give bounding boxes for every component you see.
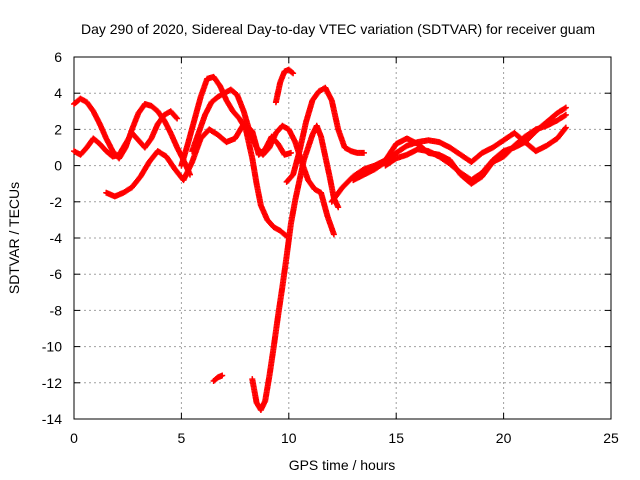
- data-point: [330, 231, 337, 238]
- data-point: [562, 124, 569, 131]
- data-points: [71, 66, 569, 413]
- x-tick-label: 20: [496, 430, 512, 446]
- y-tick-label: -4: [50, 230, 63, 246]
- data-point: [289, 69, 296, 76]
- data-point: [290, 70, 297, 77]
- x-axis-label: GPS time / hours: [289, 457, 396, 473]
- y-axis: -14 -12 -10 -8 -6 -4 -2 0 2 4 6: [42, 49, 611, 427]
- y-axis-label: SDTVAR / TECUs: [6, 182, 22, 294]
- series-track-8: [272, 66, 297, 106]
- series-track-6: [210, 372, 226, 384]
- data-point: [360, 149, 367, 156]
- y-tick-label: 6: [54, 49, 62, 65]
- series-track-2: [71, 108, 181, 160]
- y-tick-label: 4: [54, 85, 62, 101]
- y-tick-label: -8: [50, 302, 63, 318]
- y-tick-label: -10: [42, 339, 62, 355]
- y-tick-label: -12: [42, 375, 62, 391]
- series-track-9: [283, 84, 367, 185]
- x-tick-label: 10: [281, 430, 297, 446]
- data-point: [287, 149, 294, 156]
- x-tick-label: 0: [70, 430, 78, 446]
- y-tick-label: 0: [54, 158, 62, 174]
- data-point: [562, 104, 569, 111]
- series-track-11: [350, 104, 569, 184]
- grid: [74, 57, 611, 419]
- series-track-12: [382, 124, 569, 184]
- chart-title: Day 290 of 2020, Sidereal Day-to-day VTE…: [81, 21, 595, 37]
- data-point: [219, 372, 226, 379]
- x-axis: 0 5 10 15 20 25: [70, 57, 619, 446]
- data-point: [173, 114, 180, 121]
- data-point: [174, 115, 181, 122]
- series-track-10: [328, 111, 569, 205]
- data-point: [335, 204, 342, 211]
- x-tick-label: 5: [178, 430, 186, 446]
- data-point: [562, 125, 569, 132]
- data-point: [561, 112, 568, 119]
- x-tick-label: 15: [388, 430, 404, 446]
- series-track-5: [189, 86, 337, 238]
- y-tick-label: -6: [50, 266, 63, 282]
- y-tick-label: -14: [42, 411, 62, 427]
- data-point: [562, 111, 569, 118]
- y-tick-label: -2: [50, 194, 63, 210]
- series-track-7: [249, 122, 342, 413]
- data-point: [561, 105, 568, 112]
- x-tick-label: 25: [603, 430, 619, 446]
- y-tick-label: 2: [54, 121, 62, 137]
